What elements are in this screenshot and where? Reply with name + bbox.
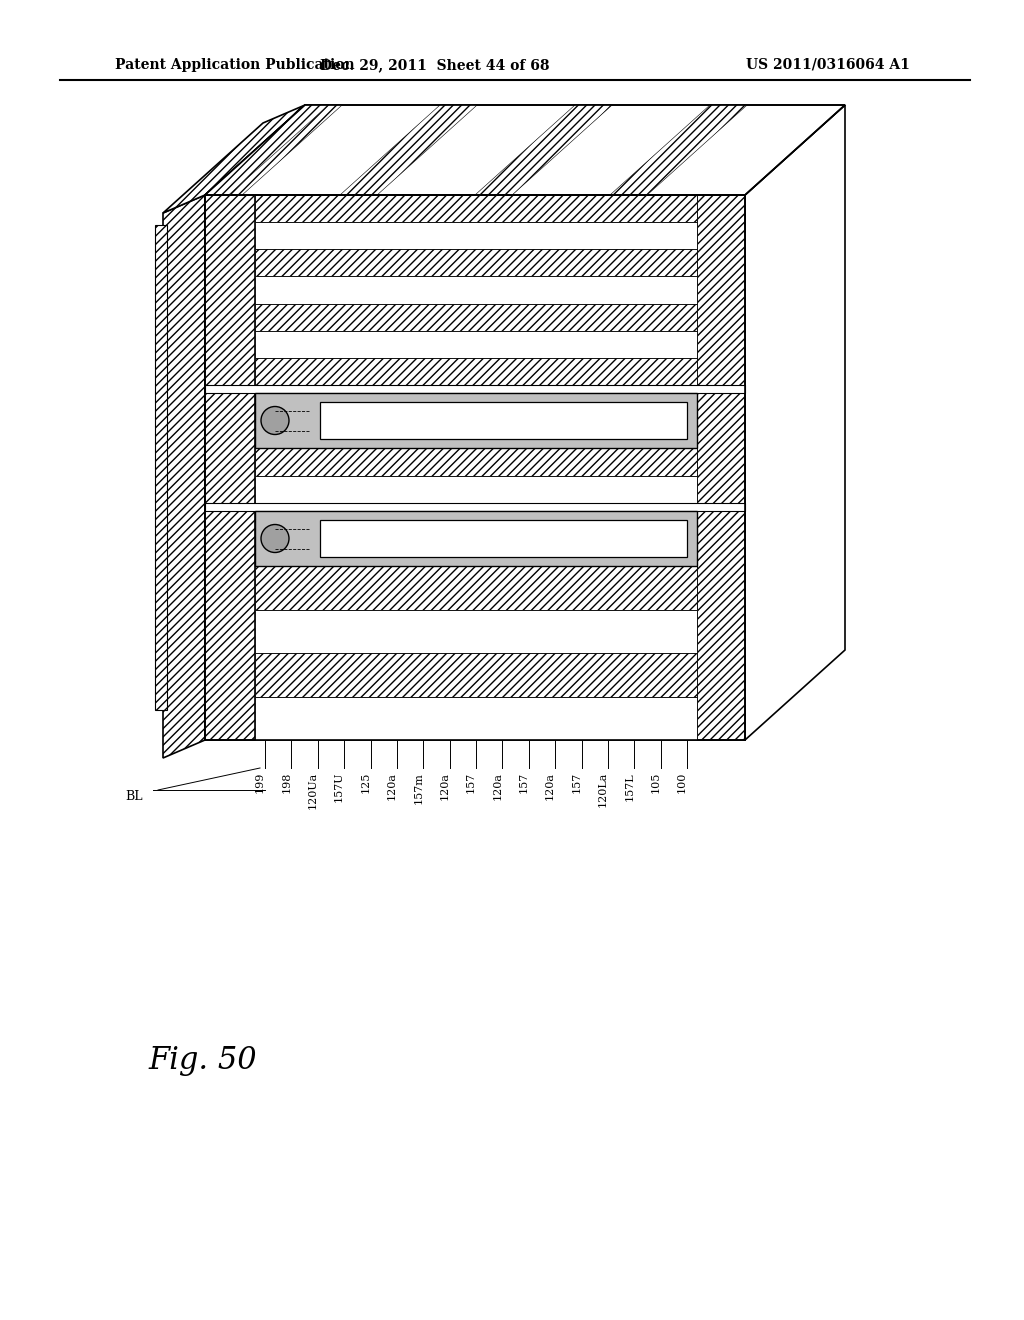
Text: 120a: 120a xyxy=(439,772,450,800)
Text: 157: 157 xyxy=(519,772,528,793)
Bar xyxy=(155,224,167,710)
Text: Z: Z xyxy=(703,220,715,234)
Bar xyxy=(205,503,745,511)
Polygon shape xyxy=(475,106,612,195)
Text: 125: 125 xyxy=(360,772,371,793)
Bar xyxy=(255,331,697,358)
Text: 156: 156 xyxy=(773,504,786,527)
Text: 170: 170 xyxy=(773,494,786,516)
Text: Y: Y xyxy=(741,156,753,170)
Bar xyxy=(255,276,697,304)
Bar xyxy=(255,249,697,276)
Polygon shape xyxy=(205,106,329,195)
Text: 120Ua: 120Ua xyxy=(308,772,317,809)
Text: X: X xyxy=(815,168,827,182)
Text: 170: 170 xyxy=(803,490,816,513)
Polygon shape xyxy=(163,195,205,758)
Text: Patent Application Publication: Patent Application Publication xyxy=(115,58,354,73)
Polygon shape xyxy=(205,106,845,195)
Text: BL: BL xyxy=(126,789,143,803)
Text: 170: 170 xyxy=(803,495,825,507)
Bar xyxy=(205,385,745,393)
Text: 150: 150 xyxy=(785,517,798,540)
Text: 175: 175 xyxy=(795,507,817,520)
Text: 120La: 120La xyxy=(598,772,608,808)
Bar xyxy=(255,447,697,475)
Bar xyxy=(319,403,687,440)
Text: 198: 198 xyxy=(282,772,292,793)
Bar xyxy=(255,610,697,653)
Text: 157U: 157U xyxy=(334,772,344,803)
Bar xyxy=(255,697,697,741)
Bar xyxy=(205,195,745,741)
Bar xyxy=(255,511,697,566)
Text: 120a: 120a xyxy=(545,772,555,800)
Text: 105: 105 xyxy=(650,772,660,793)
Text: 139: 139 xyxy=(809,543,822,565)
Circle shape xyxy=(261,524,289,553)
Text: 199: 199 xyxy=(255,772,265,793)
Text: 120a: 120a xyxy=(493,772,503,800)
Bar xyxy=(255,222,697,249)
Bar xyxy=(255,393,697,447)
Bar xyxy=(697,195,745,741)
Bar xyxy=(255,195,697,222)
Bar xyxy=(205,195,745,741)
Polygon shape xyxy=(205,106,342,195)
Text: 175: 175 xyxy=(785,498,798,520)
Text: 175: 175 xyxy=(818,502,831,525)
Text: US 2011/0316064 A1: US 2011/0316064 A1 xyxy=(746,58,910,73)
Text: 157: 157 xyxy=(466,772,476,793)
Text: 120a: 120a xyxy=(387,772,397,800)
Bar xyxy=(255,475,697,503)
Text: 157L: 157L xyxy=(625,772,634,801)
Circle shape xyxy=(261,407,289,434)
Polygon shape xyxy=(610,106,748,195)
Polygon shape xyxy=(340,106,477,195)
Text: 157: 157 xyxy=(571,772,582,793)
Text: Fig. 50: Fig. 50 xyxy=(148,1044,257,1076)
Text: Dec. 29, 2011  Sheet 44 of 68: Dec. 29, 2011 Sheet 44 of 68 xyxy=(321,58,550,73)
Bar xyxy=(255,304,697,331)
Polygon shape xyxy=(163,106,305,213)
Polygon shape xyxy=(745,106,845,741)
Bar xyxy=(255,653,697,697)
Text: 100: 100 xyxy=(677,772,687,793)
Bar xyxy=(319,520,687,557)
Text: 157m: 157m xyxy=(414,772,423,804)
Bar xyxy=(205,195,255,741)
Bar xyxy=(255,358,697,385)
Bar xyxy=(255,566,697,610)
Text: 136: 136 xyxy=(797,529,810,552)
